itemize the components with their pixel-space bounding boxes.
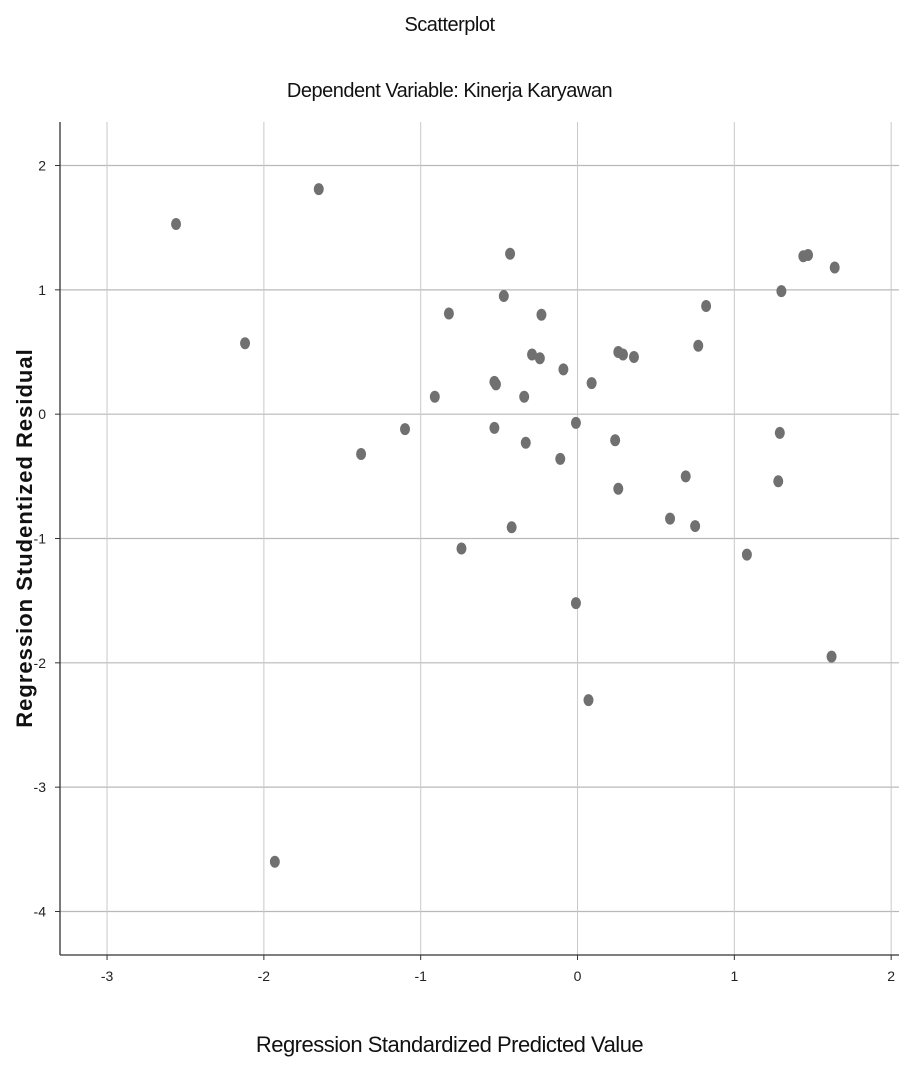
scatter-point — [776, 285, 787, 298]
y-tick-label: 1 — [38, 282, 46, 298]
scatter-point — [456, 542, 467, 555]
scatter-point — [586, 377, 597, 390]
scatter-point — [356, 447, 367, 460]
scatter-point — [741, 548, 752, 561]
scatter-point — [171, 217, 182, 230]
scatter-point — [680, 470, 691, 483]
scatter-point — [774, 426, 785, 439]
scatter-point — [536, 308, 547, 321]
y-tick-labels: 2 1 0 -1 -2 -3 -4 — [34, 158, 47, 920]
scatter-point — [628, 350, 639, 363]
x-tick-label: 1 — [730, 968, 738, 984]
y-tick-label: -3 — [34, 779, 47, 795]
chart-title: Scatterplot — [404, 14, 495, 36]
scatter-point — [400, 423, 411, 436]
scatter-point — [498, 290, 509, 303]
scatter-point — [570, 416, 581, 429]
x-tick-labels: -3 -2 -1 0 1 2 — [101, 968, 895, 984]
x-tick-label: -3 — [101, 968, 114, 984]
scatter-point — [506, 521, 517, 534]
scatter-point — [693, 339, 704, 352]
scatter-point — [570, 597, 581, 610]
scatter-point — [519, 390, 530, 403]
scatter-point — [690, 520, 701, 533]
scatter-point — [773, 475, 784, 488]
data-points — [171, 183, 840, 868]
scatter-point — [701, 300, 712, 313]
scatter-point — [617, 348, 628, 361]
x-tick-label: -1 — [414, 968, 427, 984]
scatter-point — [665, 512, 676, 525]
scatter-point — [490, 378, 501, 391]
scatter-point — [443, 307, 454, 320]
scatter-point — [555, 452, 566, 465]
x-tick-label: -2 — [258, 968, 271, 984]
scatter-point — [240, 337, 251, 350]
scatter-point — [313, 183, 324, 196]
axes — [55, 122, 899, 960]
scatter-point — [269, 855, 280, 868]
x-axis-label: Regression Standardized Predicted Value — [255, 1032, 644, 1057]
scatter-point — [826, 650, 837, 663]
scatter-point — [505, 247, 516, 260]
y-tick-label: 2 — [38, 158, 46, 174]
grid-lines — [60, 122, 899, 955]
x-tick-label: 2 — [887, 968, 895, 984]
y-tick-label: -1 — [34, 531, 47, 547]
scatter-point — [829, 261, 840, 274]
scatter-point — [489, 421, 500, 434]
x-tick-label: 0 — [574, 968, 582, 984]
scatter-point — [527, 348, 538, 361]
chart-subtitle: Dependent Variable: Kinerja Karyawan — [286, 80, 613, 102]
scatter-point — [583, 694, 594, 707]
scatter-point — [803, 249, 814, 262]
scatter-point — [520, 436, 531, 449]
y-tick-label: -4 — [34, 903, 47, 919]
scatter-point — [613, 482, 624, 495]
scatter-point — [534, 352, 545, 365]
scatter-point — [558, 363, 569, 376]
scatter-point — [610, 434, 621, 447]
y-tick-label: -2 — [34, 655, 47, 671]
y-tick-label: 0 — [38, 406, 46, 422]
scatter-point — [429, 390, 440, 403]
